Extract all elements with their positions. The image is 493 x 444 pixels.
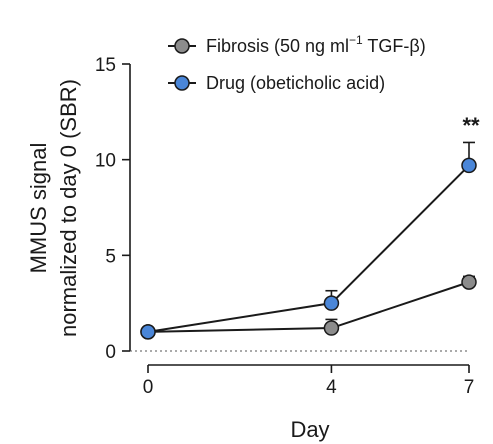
x-axis-title: Day [290, 417, 329, 442]
x-tick-label: 4 [326, 377, 337, 398]
data-point-fibrosis [323, 320, 340, 336]
legend-item-fibrosis: Fibrosis (50 ng ml−1 TGF-β) [168, 33, 426, 56]
x-axis-ticks: 0 4 7 [143, 365, 475, 398]
data-point-drug [461, 157, 477, 174]
y-axis-ticks: 0 5 10 15 [95, 55, 130, 363]
legend-label-drug: Drug (obeticholic acid) [206, 73, 385, 93]
series-line-drug [147, 164, 470, 333]
significance-marker: ** [462, 113, 480, 138]
y-tick-label: 10 [95, 151, 116, 172]
data-point-drug [140, 324, 156, 340]
axes [129, 64, 469, 366]
legend-marker-fibrosis [174, 38, 190, 54]
y-tick-label: 0 [105, 342, 116, 363]
legend-item-drug: Drug (obeticholic acid) [168, 73, 385, 93]
x-tick-label: 7 [464, 377, 475, 398]
data-point-drug [323, 295, 340, 311]
data-point-fibrosis [461, 274, 477, 290]
plot-area [140, 141, 477, 340]
legend: Fibrosis (50 ng ml−1 TGF-β) Drug (obetic… [168, 33, 426, 93]
y-tick-label: 5 [105, 246, 116, 267]
legend-label-fibrosis: Fibrosis (50 ng ml−1 TGF-β) [206, 33, 426, 56]
x-tick-label: 0 [143, 377, 154, 398]
y-axis-title-line-1: MMUS signal [26, 143, 51, 274]
y-axis-title-line-2: normalized to day 0 (SBR) [56, 79, 81, 337]
legend-marker-drug [174, 75, 190, 91]
y-tick-label: 15 [95, 55, 116, 76]
annotations: ** [462, 113, 480, 138]
